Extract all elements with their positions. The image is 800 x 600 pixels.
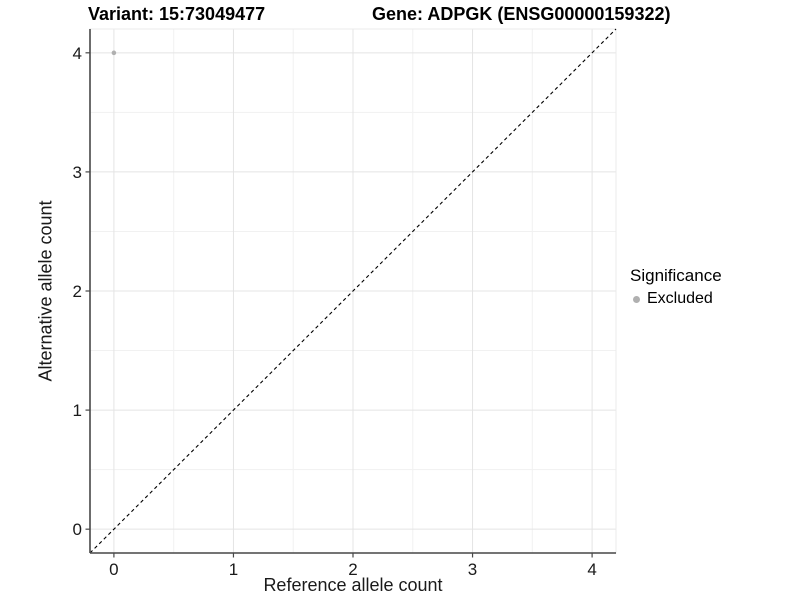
plot-title-variant: Variant: 15:73049477 (88, 4, 266, 24)
legend-entry: Excluded (633, 290, 722, 308)
x-tick-label: 3 (468, 560, 477, 579)
y-axis-title: Alternative allele count (35, 200, 56, 382)
legend-key-dot (633, 295, 640, 303)
y-tick-label: 3 (73, 163, 82, 182)
x-tick-label: 2 (348, 560, 357, 579)
x-axis-title: Reference allele count (263, 575, 443, 595)
x-tick-label: 0 (109, 560, 118, 579)
x-tick-label: 1 (229, 560, 238, 579)
identity-dashed-line (89, 28, 617, 554)
legend-title: Significance (630, 266, 722, 285)
x-tick-label: 4 (587, 560, 596, 579)
legend-entry-label: Excluded (647, 290, 713, 307)
plot-title-gene: Gene: ADPGK (ENSG00000159322) (372, 4, 671, 24)
data-point (111, 50, 117, 56)
y-tick-label: 2 (73, 282, 82, 301)
legend: Significance Excluded (630, 266, 722, 308)
y-tick-label: 4 (73, 44, 82, 63)
y-tick-label: 1 (73, 401, 82, 420)
y-tick-label: 0 (73, 520, 82, 539)
legend-entries: Excluded (630, 290, 722, 308)
